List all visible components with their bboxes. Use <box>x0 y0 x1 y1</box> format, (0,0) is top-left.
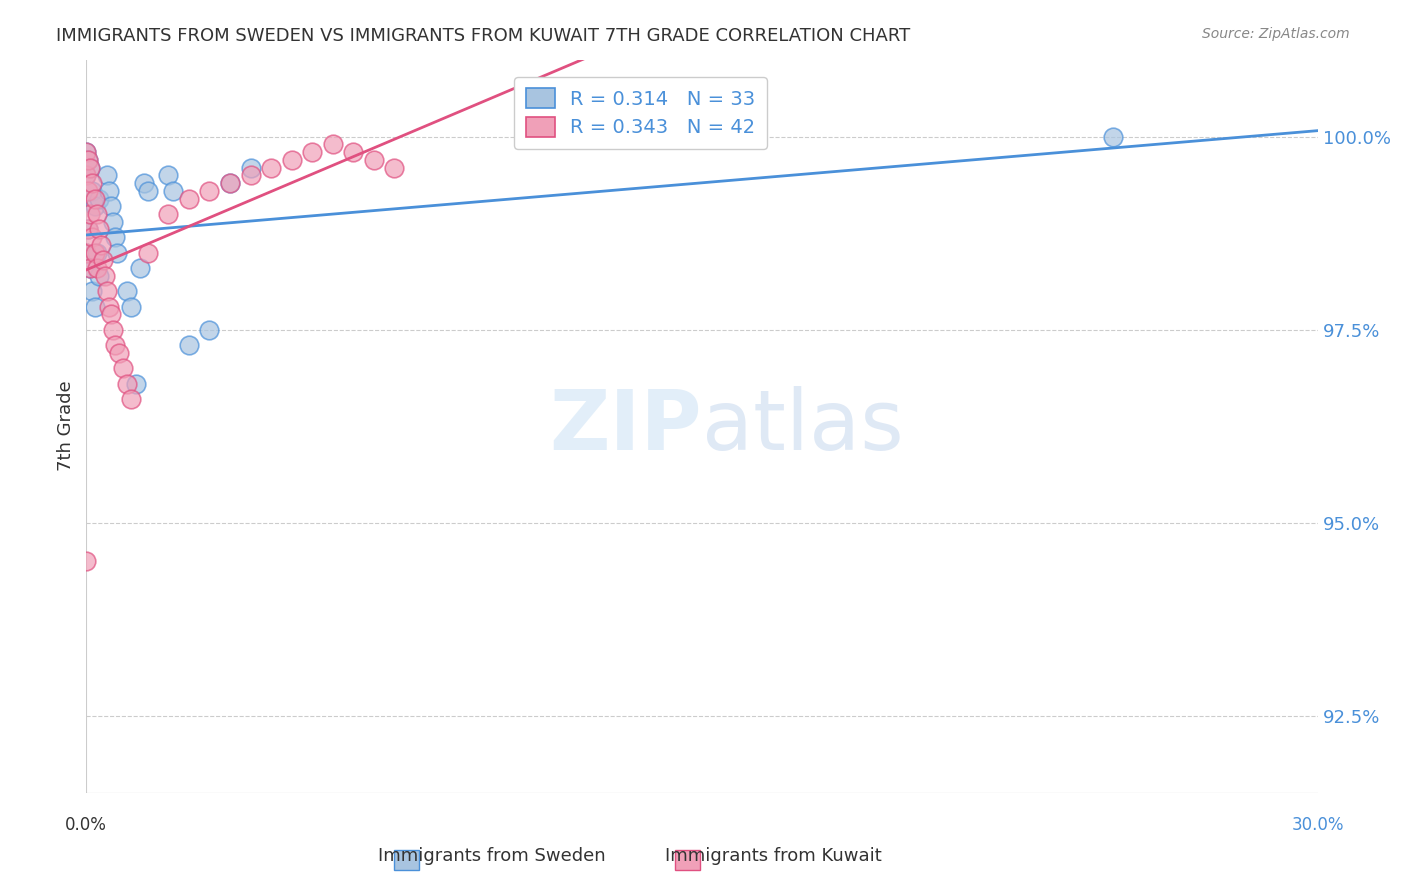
Point <box>104 230 127 244</box>
Point <box>96 284 118 298</box>
Text: Immigrants from Kuwait: Immigrants from Kuwait <box>665 847 882 865</box>
Point <box>136 245 159 260</box>
Point <box>86 207 108 221</box>
Point <box>82 176 104 190</box>
Point <box>94 268 117 283</box>
Point <box>101 323 124 337</box>
Point <box>83 192 105 206</box>
Point <box>90 237 112 252</box>
Point <box>260 161 283 175</box>
Point <box>97 300 120 314</box>
Point <box>86 260 108 275</box>
Point <box>82 184 104 198</box>
Point <box>198 323 221 337</box>
Point <box>75 245 97 260</box>
Point <box>108 346 131 360</box>
Point <box>342 145 364 160</box>
Point <box>87 192 110 206</box>
Text: Immigrants from Sweden: Immigrants from Sweden <box>378 847 606 865</box>
Point <box>104 338 127 352</box>
Point <box>128 260 150 275</box>
Point <box>87 222 110 236</box>
Point <box>1101 129 1123 144</box>
Point <box>79 207 101 221</box>
Point <box>363 153 385 167</box>
Point <box>177 338 200 352</box>
Point <box>77 153 100 167</box>
Point <box>112 361 135 376</box>
Point <box>83 245 105 260</box>
Text: ZIP: ZIP <box>550 385 702 467</box>
Point <box>177 192 200 206</box>
Point <box>117 376 139 391</box>
Point <box>82 284 104 298</box>
Point <box>75 169 97 183</box>
Point <box>382 161 405 175</box>
Point <box>162 184 184 198</box>
Point <box>100 199 122 213</box>
Text: IMMIGRANTS FROM SWEDEN VS IMMIGRANTS FROM KUWAIT 7TH GRADE CORRELATION CHART: IMMIGRANTS FROM SWEDEN VS IMMIGRANTS FRO… <box>56 27 911 45</box>
Point <box>136 184 159 198</box>
Point <box>79 260 101 275</box>
Point <box>75 145 97 160</box>
Y-axis label: 7th Grade: 7th Grade <box>58 381 75 472</box>
Point <box>75 169 97 183</box>
Point <box>117 284 139 298</box>
Point <box>77 222 100 236</box>
Point <box>79 161 101 175</box>
Point <box>219 176 242 190</box>
Point <box>75 554 97 568</box>
Point <box>97 184 120 198</box>
Point <box>132 176 155 190</box>
Point <box>301 145 323 160</box>
Point <box>75 245 97 260</box>
Point <box>75 145 97 160</box>
Point <box>91 253 114 268</box>
Point <box>100 307 122 321</box>
Point <box>77 184 100 198</box>
Text: 30.0%: 30.0% <box>1292 816 1344 834</box>
Point <box>239 169 262 183</box>
Legend: R = 0.314   N = 33, R = 0.343   N = 42: R = 0.314 N = 33, R = 0.343 N = 42 <box>515 77 768 149</box>
Point <box>101 214 124 228</box>
Point <box>83 300 105 314</box>
Point <box>120 392 142 406</box>
Point <box>239 161 262 175</box>
Point <box>79 260 101 275</box>
Point <box>77 153 100 167</box>
Point <box>86 245 108 260</box>
Point <box>83 199 105 213</box>
Point <box>96 169 118 183</box>
Point <box>77 222 100 236</box>
Point <box>157 207 180 221</box>
Point <box>280 153 302 167</box>
Point <box>322 137 344 152</box>
Point <box>120 300 142 314</box>
Text: Source: ZipAtlas.com: Source: ZipAtlas.com <box>1202 27 1350 41</box>
Point <box>87 268 110 283</box>
Point <box>157 169 180 183</box>
Point <box>105 245 128 260</box>
Point <box>82 230 104 244</box>
Text: atlas: atlas <box>702 385 904 467</box>
Point <box>124 376 146 391</box>
Text: 0.0%: 0.0% <box>65 816 107 834</box>
Point <box>219 176 242 190</box>
Point <box>79 161 101 175</box>
Point <box>198 184 221 198</box>
